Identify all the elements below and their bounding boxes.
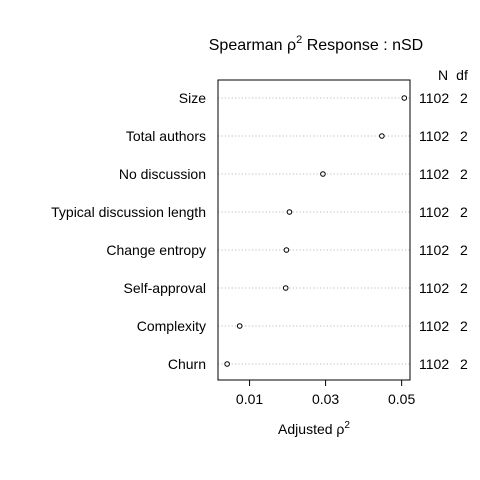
row-df: 2 xyxy=(460,90,468,106)
row-df: 2 xyxy=(460,356,468,372)
row-n: 1102 xyxy=(419,242,449,258)
plot-frame xyxy=(217,79,411,381)
row-df: 2 xyxy=(460,128,468,144)
row-n: 1102 xyxy=(419,90,449,106)
data-point xyxy=(224,361,230,367)
data-point xyxy=(236,323,243,329)
data-point xyxy=(286,209,293,215)
row-n: 1102 xyxy=(419,356,449,372)
row-n: 1102 xyxy=(419,204,449,220)
row-n: 1102 xyxy=(419,128,449,144)
data-point xyxy=(320,171,326,177)
row-df: 2 xyxy=(460,280,468,296)
data-point xyxy=(283,247,290,253)
row-label: Complexity xyxy=(137,318,206,334)
row-n: 1102 xyxy=(419,318,449,334)
data-point xyxy=(401,95,408,101)
data-point xyxy=(282,285,289,291)
data-point xyxy=(379,133,385,139)
header-df: df xyxy=(456,67,468,83)
row-n: 1102 xyxy=(419,166,449,182)
x-tick-label: 0.05 xyxy=(388,391,415,407)
row-label: Change entropy xyxy=(106,242,206,258)
row-label: No discussion xyxy=(119,166,206,182)
row-df: 2 xyxy=(460,318,468,334)
row-label: Size xyxy=(179,90,206,106)
row-df: 2 xyxy=(460,166,468,182)
x-tick-label: 0.03 xyxy=(312,391,339,407)
row-label: Typical discussion length xyxy=(51,204,206,220)
row-label: Churn xyxy=(168,356,206,372)
header-n: N xyxy=(438,67,448,83)
x-tick-label: 0.01 xyxy=(236,391,263,407)
row-n: 1102 xyxy=(419,280,449,296)
x-axis-label: Adjusted ρ2 xyxy=(278,420,350,437)
row-df: 2 xyxy=(460,242,468,258)
row-label: Total authors xyxy=(126,128,206,144)
chart-title: Spearman ρ2 Response : nSD xyxy=(209,34,423,54)
row-label: Self-approval xyxy=(124,280,207,296)
row-df: 2 xyxy=(460,204,468,220)
